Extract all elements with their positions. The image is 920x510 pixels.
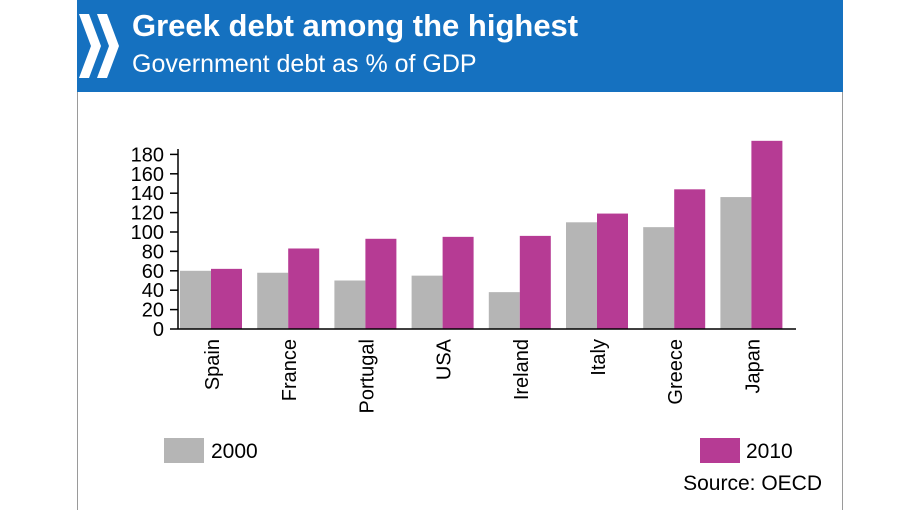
legend-swatch-2000: [164, 438, 204, 463]
y-tick-label: 140: [131, 183, 164, 205]
bar-2010-portugal: [365, 238, 397, 329]
x-tick-label: Italy: [588, 339, 610, 376]
bar-2000-greece: [643, 227, 675, 329]
bar-2010-ireland: [519, 235, 551, 329]
bar-2000-france: [257, 272, 289, 329]
legend-label-2010: 2010: [746, 440, 793, 463]
bar-2010-greece: [674, 189, 706, 329]
y-tick-label: 120: [131, 203, 164, 225]
legend-swatch-2010: [700, 438, 740, 463]
bar-2010-spain: [211, 268, 242, 329]
y-tick-label: 180: [131, 144, 164, 166]
chart-subtitle: Government debt as % of GDP: [132, 50, 477, 78]
y-tick-label: 80: [142, 241, 164, 263]
x-tick-label: France: [279, 339, 301, 401]
bar-2010-usa: [442, 236, 474, 329]
x-tick-label: Japan: [742, 339, 764, 394]
x-tick-label: Portugal: [356, 339, 378, 414]
double-chevron-icon: [79, 14, 119, 78]
y-tick-label: 20: [142, 300, 164, 322]
y-tick-label: 160: [131, 164, 164, 186]
source-note: Source: OECD: [683, 472, 822, 495]
bar-2000-spain: [180, 270, 211, 329]
bar-2010-france: [288, 248, 320, 329]
y-tick-label: 100: [131, 222, 164, 244]
y-tick-label: 0: [153, 319, 164, 341]
bar-2000-italy: [566, 222, 597, 329]
bar-2000-ireland: [488, 292, 520, 329]
bar-2010-japan: [751, 140, 783, 329]
x-tick-label: Spain: [202, 339, 224, 390]
y-tick-label: 40: [142, 280, 164, 302]
x-tick-label: Greece: [665, 339, 687, 405]
x-tick-label: Ireland: [511, 339, 533, 400]
bar-2000-japan: [720, 197, 752, 329]
x-tick-label: USA: [434, 338, 456, 380]
bar-2010-italy: [597, 213, 628, 329]
y-tick-label: 60: [142, 261, 164, 283]
header-banner: [77, 0, 843, 92]
legend-label-2000: 2000: [211, 440, 258, 463]
bar-2000-portugal: [334, 280, 366, 329]
bar-2000-usa: [411, 275, 443, 329]
chart-title: Greek debt among the highest: [132, 8, 579, 43]
